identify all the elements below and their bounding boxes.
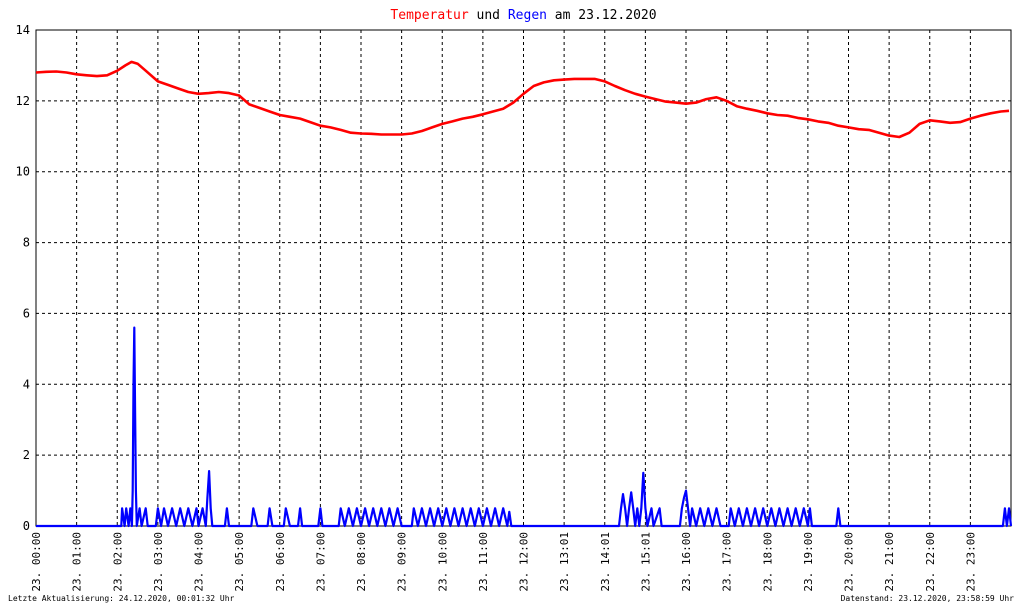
y-tick-label: 12 [16,94,30,108]
title-part: und [469,8,508,23]
x-tick-label: 23. 08:00 [355,532,368,592]
x-tick-label: 23. 04:00 [193,532,206,592]
x-tick-label: 23. 06:00 [274,532,287,592]
x-tick-label: 23. 17:00 [721,532,734,592]
x-tick-label: 23. 15:01 [639,532,652,592]
x-tick-label: 23. 19:00 [802,532,815,592]
y-tick-label: 10 [16,165,30,179]
x-tick-label: 23. 03:00 [152,532,165,592]
title-part: Temperatur [390,8,468,23]
footer-last-update: Letzte Aktualisierung: 24.12.2020, 00:01… [8,594,235,603]
series-layer [35,60,1013,528]
y-tick-label: 4 [23,377,30,391]
x-tick-label: 23. 12:00 [518,532,531,592]
footer-data-status: Datenstand: 23.12.2020, 23:58:59 Uhr [841,594,1015,603]
x-tick-label: 23. 20:00 [843,532,856,592]
x-tick-label: 23. 21:00 [883,532,896,592]
series-line-regen [36,326,1013,528]
y-tick-label: 0 [23,519,30,533]
x-tick-label: 23. 02:00 [111,532,124,592]
x-tick-label: 23. 18:00 [761,532,774,592]
x-tick-label: 23. 01:00 [71,532,84,592]
x-tick-label: 23. 16:00 [680,532,693,592]
x-tick-label: 23. 14:01 [599,532,612,592]
y-tick-label: 8 [23,236,30,250]
x-tick-labels: 23. 00:00 23. 01:00 23. 02:00 23. 03:00 23. … [30,532,977,592]
x-tick-label: 23. 05:00 [233,532,246,592]
y-tick-label: 2 [23,448,30,462]
title-part: am 23.12.2020 [547,8,657,23]
title-part: Regen [508,8,547,23]
chart-title: Temperatur und Regen am 23.12.2020 [390,8,656,23]
x-tick-label: 23. 22:00 [924,532,937,592]
y-tick-label: 6 [23,306,30,320]
y-tick-label: 14 [16,23,30,37]
x-tick-label: 23. 23:00 [964,532,977,592]
x-tick-label: 23. 00:00 [30,532,43,592]
grid [36,30,1011,526]
x-tick-label: 23. 13:01 [558,532,571,592]
y-tick-labels: 0 2 4 6 8 10 12 14 [16,23,30,533]
x-tick-label: 23. 07:00 [314,532,327,592]
x-tick-label: 23. 11:00 [477,532,490,592]
series-line-temperatur [35,60,1010,139]
x-tick-label: 23. 09:00 [396,532,409,592]
x-tick-label: 23. 10:00 [436,532,449,592]
